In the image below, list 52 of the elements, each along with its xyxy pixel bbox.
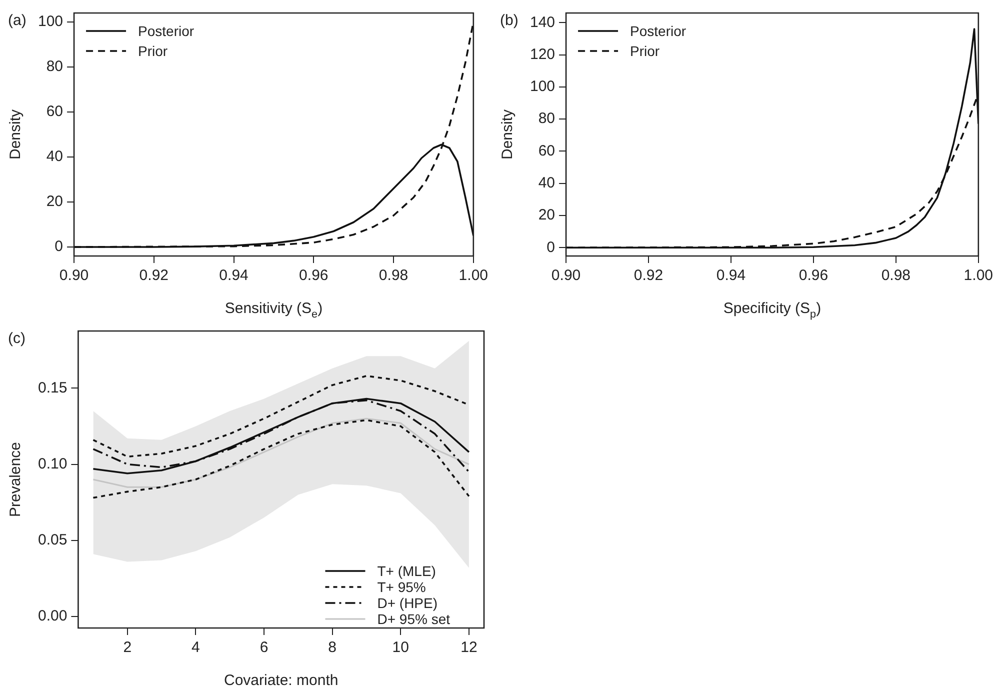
y-axis-title: Prevalence [7, 442, 24, 518]
y-tick-label: 0.15 [38, 379, 68, 396]
x-tick-label: 6 [260, 639, 268, 656]
y-axis-title: Density [499, 108, 516, 160]
y-tick-label: 20 [46, 193, 64, 210]
x-tick-label: 0.92 [139, 267, 169, 284]
y-tick-label: 0.10 [38, 455, 68, 472]
y-tick-label: 40 [538, 174, 556, 192]
legend-label: Posterior [138, 22, 194, 39]
x-tick-label: 0.94 [716, 267, 746, 284]
y-tick-label: 60 [538, 142, 556, 160]
y-tick-label: 120 [530, 46, 556, 63]
legend-label: T+ (MLE) [377, 562, 436, 579]
y-tick-label: 0 [54, 238, 64, 256]
x-tick-label: 12 [460, 639, 478, 656]
chart-title: (a) [8, 12, 26, 29]
y-tick-label: 0.00 [38, 608, 68, 625]
x-tick-label: 4 [192, 639, 200, 656]
legend-label: D+ 95% set [377, 610, 450, 627]
y-tick-label: 0 [546, 238, 556, 256]
y-tick-label: 100 [530, 78, 556, 96]
x-tick-label: 0.90 [59, 267, 89, 284]
x-tick-label: 0.94 [219, 267, 248, 284]
x-tick-label: 0.96 [798, 267, 828, 284]
y-tick-label: 40 [46, 148, 64, 166]
legend-label: Prior [630, 42, 660, 59]
line-series [92, 419, 470, 499]
x-tick-label: 8 [328, 639, 337, 656]
x-tick-label: 1.00 [458, 267, 488, 284]
y-tick-label: 80 [538, 110, 556, 128]
x-axis-title: Covariate: month [224, 672, 338, 689]
x-tick-label: 0.96 [299, 267, 328, 284]
x-tick-label: 0.90 [551, 267, 581, 284]
y-tick-label: 0.05 [38, 532, 68, 549]
y-axis-title: Density [7, 108, 24, 160]
x-tick-label: 1.00 [964, 267, 994, 284]
chart-title: (b) [500, 12, 518, 29]
x-tick-label: 0.98 [378, 267, 408, 284]
y-tick-label: 80 [46, 58, 64, 76]
legend-label: D+ (HPE) [377, 594, 438, 611]
y-tick-label: 140 [530, 14, 556, 31]
legend-label: Prior [138, 42, 168, 59]
y-tick-label: 60 [46, 103, 64, 120]
y-tick-label: 20 [538, 206, 556, 224]
legend-label: T+ 95% [377, 578, 426, 595]
legend-label: Posterior [630, 22, 686, 39]
chart-title: (c) [8, 330, 26, 347]
x-tick-label: 0.92 [634, 267, 664, 284]
x-tick-label: 0.98 [881, 267, 911, 284]
y-tick-label: 100 [38, 13, 64, 30]
x-tick-label: 2 [123, 639, 132, 656]
x-tick-label: 10 [392, 639, 409, 656]
